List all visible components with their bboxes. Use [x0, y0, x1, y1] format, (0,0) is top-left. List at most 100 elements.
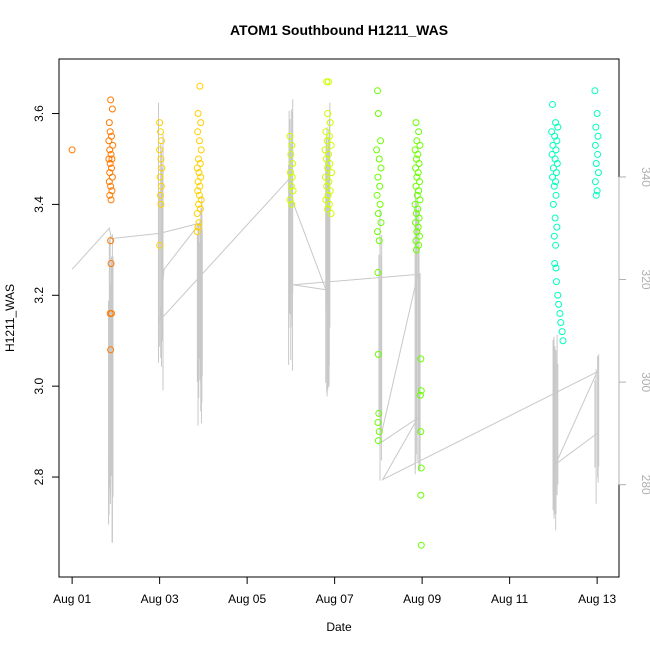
data-point: [195, 191, 203, 199]
data-point: [554, 123, 562, 131]
data-point: [374, 173, 382, 181]
data-point: [157, 155, 165, 163]
data-point: [195, 137, 203, 145]
data-point: [106, 128, 114, 136]
x-tick-label: Aug 13: [578, 592, 616, 606]
data-point: [591, 178, 599, 186]
data-point: [374, 269, 382, 277]
data-point: [106, 191, 114, 199]
data-point: [323, 182, 331, 190]
data-point: [107, 182, 115, 190]
trace-connector: [71, 175, 599, 481]
data-point: [287, 150, 295, 158]
data-point: [324, 164, 332, 172]
data-point: [193, 209, 201, 217]
data-point: [195, 169, 203, 177]
x-tick-label: Aug 01: [53, 592, 91, 606]
data-point: [195, 200, 203, 208]
data-point: [551, 259, 559, 267]
data-point: [194, 178, 202, 186]
data-point: [553, 223, 561, 231]
data-point: [194, 187, 202, 195]
data-point: [108, 155, 116, 163]
data-point: [416, 178, 423, 186]
data-point: [412, 182, 420, 190]
data-point: [374, 87, 381, 95]
data-point: [416, 232, 423, 240]
data-point: [289, 160, 297, 168]
data-point: [416, 196, 424, 204]
x-tick-label: Aug 09: [403, 592, 441, 606]
data-point: [156, 119, 164, 127]
data-point: [414, 150, 422, 158]
y2-tick-label: 300: [639, 372, 650, 392]
data-point: [193, 228, 201, 236]
data-point: [327, 141, 335, 149]
data-point: [287, 182, 295, 190]
data-point: [321, 173, 329, 181]
data-point: [417, 464, 425, 472]
data-point: [156, 241, 164, 249]
data-point: [592, 160, 600, 168]
data-point: [107, 237, 115, 245]
plot-frame: [58, 58, 620, 578]
data-point: [322, 155, 330, 163]
data-point: [323, 137, 331, 145]
data-point: [552, 178, 560, 186]
data-point: [417, 428, 425, 436]
data-point: [551, 214, 559, 222]
data-point: [375, 428, 383, 436]
data-point: [594, 169, 602, 177]
data-point: [374, 209, 382, 217]
data-point: [558, 328, 566, 336]
data-point: [194, 128, 202, 136]
data-point: [106, 160, 114, 168]
data-point: [411, 146, 419, 154]
data-point: [374, 228, 381, 236]
data-point: [552, 191, 560, 199]
data-point: [415, 160, 423, 168]
data-point: [195, 155, 203, 163]
data-point: [375, 155, 383, 163]
data-point: [553, 137, 561, 145]
data-point: [414, 169, 422, 177]
data-point: [288, 173, 296, 181]
data-point: [286, 132, 294, 140]
data-point: [158, 164, 166, 172]
data-point: [328, 169, 336, 177]
y2-axis: 280 300 320 340: [618, 167, 650, 495]
data-point: [157, 200, 165, 208]
x-tick-label: Aug 07: [316, 592, 354, 606]
data-point: [416, 391, 424, 399]
data-point: [552, 264, 560, 272]
data-point: [107, 96, 115, 104]
data-point: [592, 123, 600, 131]
data-point: [559, 337, 567, 345]
data-point: [549, 200, 557, 208]
data-point: [552, 241, 560, 249]
data-point: [322, 128, 330, 136]
data-point: [593, 187, 601, 195]
data-point: [106, 146, 114, 154]
data-point: [415, 128, 423, 136]
data-point: [157, 191, 164, 199]
data-point: [412, 246, 420, 254]
data-point: [196, 82, 204, 90]
data-point: [591, 141, 599, 149]
data-point: [376, 182, 384, 190]
data-point: [156, 146, 164, 154]
data-point: [373, 191, 381, 199]
data-point: [322, 196, 330, 204]
data-point: [414, 205, 422, 213]
data-point: [325, 78, 332, 86]
data-point: [417, 355, 425, 363]
x-axis: Aug 01 Aug 03 Aug 05 Aug 07 Aug 09 Aug 11 Aug …: [53, 576, 616, 606]
data-point: [377, 164, 385, 172]
y2-tick-label: 320: [639, 270, 650, 290]
x-tick-label: Aug 05: [228, 592, 266, 606]
data-point: [107, 196, 115, 204]
data-point: [286, 196, 294, 204]
data-point: [326, 119, 334, 127]
chart-title: ATOM1 Southbound H1211_WAS: [230, 22, 448, 38]
y-axis: 2.8 3.0 3.2 3.4 3.6: [32, 105, 60, 485]
